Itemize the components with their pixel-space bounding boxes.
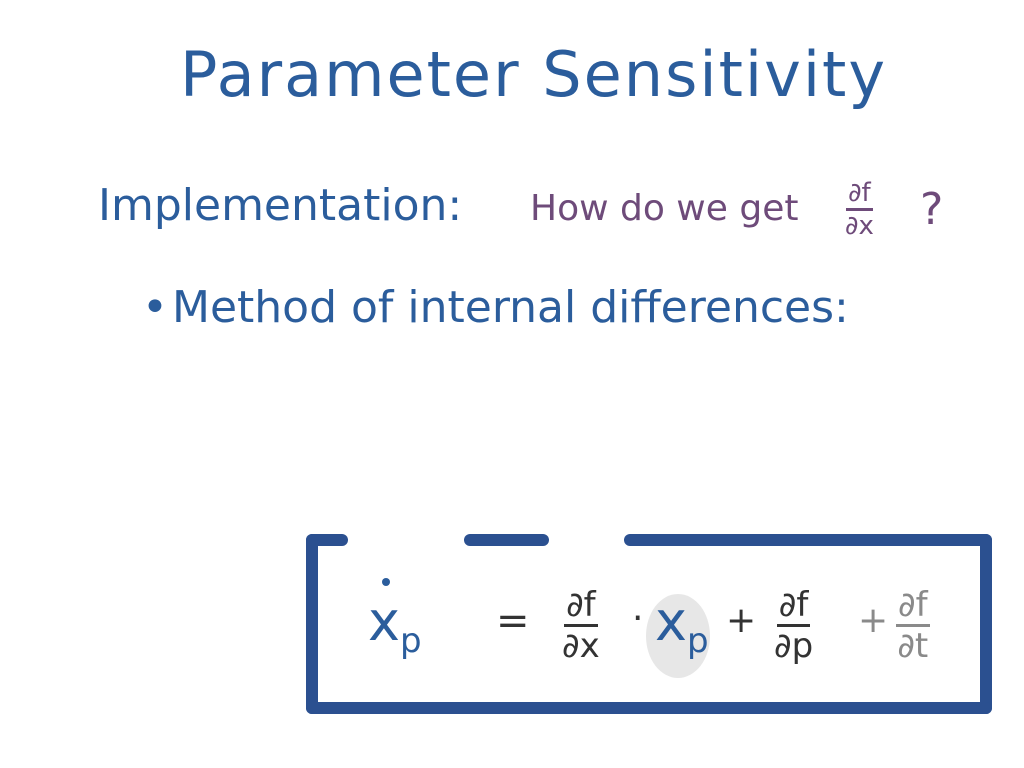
- dot: ·: [632, 598, 644, 639]
- term2-sub: p: [686, 620, 709, 661]
- term4: ∂f ∂t: [896, 588, 930, 663]
- implementation-label: Implementation:: [98, 180, 463, 231]
- lhs: xp: [368, 590, 422, 661]
- term1: ∂f ∂x: [562, 588, 600, 663]
- plus: +: [726, 600, 757, 641]
- smudge: [646, 594, 710, 678]
- plus: +: [858, 600, 889, 641]
- bullet-dot: •: [142, 282, 168, 333]
- lhs-sub: p: [399, 620, 422, 661]
- time-derivative-dot: [382, 578, 390, 586]
- fraction-denominator: ∂x: [845, 211, 874, 241]
- bullet-text: Method of internal differences:: [172, 282, 849, 333]
- question-mark: ?: [920, 184, 944, 235]
- question: How do we get: [530, 188, 799, 229]
- term2: xp: [655, 590, 709, 661]
- question-fraction: ∂f ∂x: [845, 180, 874, 239]
- fraction-numerator: ∂f: [564, 585, 598, 627]
- title: Parameter Sensitivity: [180, 38, 888, 111]
- fraction-numerator: ∂f: [896, 585, 930, 627]
- fraction-numerator: ∂f: [846, 180, 873, 211]
- term3: ∂f ∂p: [774, 588, 813, 663]
- fraction-denominator: ∂t: [897, 626, 929, 666]
- lhs-var: x: [368, 590, 400, 653]
- term2-var: x: [655, 590, 687, 653]
- equals: =: [496, 598, 530, 644]
- fraction-denominator: ∂p: [774, 626, 814, 666]
- fraction-denominator: ∂x: [562, 626, 600, 666]
- fraction-numerator: ∂f: [776, 585, 811, 627]
